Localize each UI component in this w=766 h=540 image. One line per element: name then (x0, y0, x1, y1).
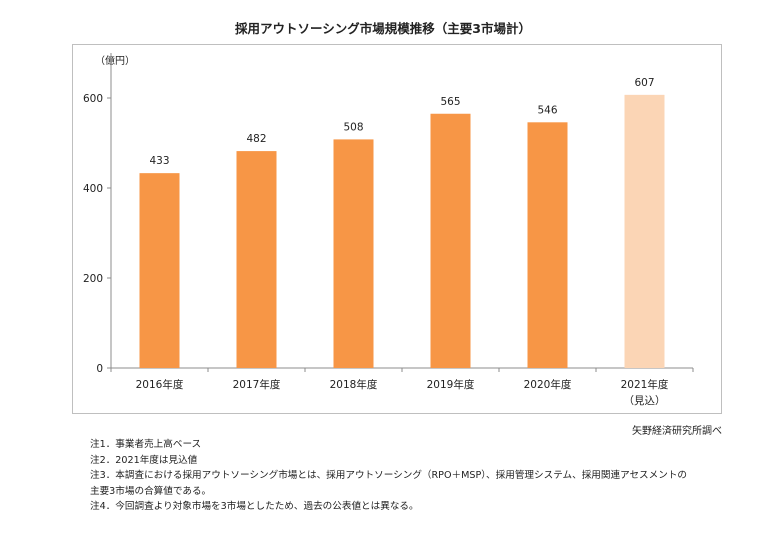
data-label: 607 (634, 77, 654, 89)
source-note: 矢野経済研究所調べ (632, 426, 722, 437)
bar-chart: （億円） 0 200 400 600 433 2016年度 482 2017年度 508 2018年… (83, 53, 694, 407)
data-label: 565 (440, 96, 460, 108)
bar (139, 173, 180, 368)
bar (624, 94, 665, 368)
chart-title: 採用アウトソーシング市場規模推移（主要3市場計） (235, 21, 531, 36)
y-tick-label: 0 (96, 363, 103, 375)
data-label: 508 (343, 121, 363, 133)
footnote: 注1．事業者売上高ベース (90, 439, 202, 450)
bar (430, 113, 471, 368)
x-category-label: 2018年度 (330, 378, 378, 391)
x-category-label: 2017年度 (233, 378, 281, 391)
x-category-label: 2016年度 (136, 378, 184, 391)
data-label: 482 (246, 133, 266, 145)
footnote: 注4．今回調査より対象市場を3市場としたため、過去の公表値とは異なる。 (90, 501, 419, 512)
x-category-label: 2020年度 (524, 378, 572, 391)
y-tick-label: 400 (83, 183, 103, 195)
y-unit-label: （億円） (95, 54, 135, 67)
x-category-label: 2021年度 (621, 378, 669, 391)
data-label: 433 (149, 155, 169, 167)
footnotes: 注1．事業者売上高ベース 注2．2021年度は見込値 注3．本調査における採用ア… (90, 437, 687, 515)
x-category-label: 2019年度 (427, 378, 475, 391)
data-label: 546 (537, 104, 557, 116)
y-tick-label: 600 (83, 93, 103, 105)
bar (333, 139, 374, 368)
footnote: 注3．本調査における採用アウトソーシング市場とは、採用アウトソーシング（RPO＋… (90, 470, 688, 481)
chart-frame: （億円） 0 200 400 600 433 2016年度 482 2017年度 508 2018年… (72, 44, 722, 414)
bar (527, 122, 568, 368)
x-category-sublabel: （見込） (624, 395, 666, 407)
footnote: 主要3市場の合算値である。 (90, 485, 212, 497)
y-tick-label: 200 (83, 273, 103, 285)
footnote: 注2．2021年度は見込値 (90, 454, 198, 466)
bar (236, 151, 277, 368)
